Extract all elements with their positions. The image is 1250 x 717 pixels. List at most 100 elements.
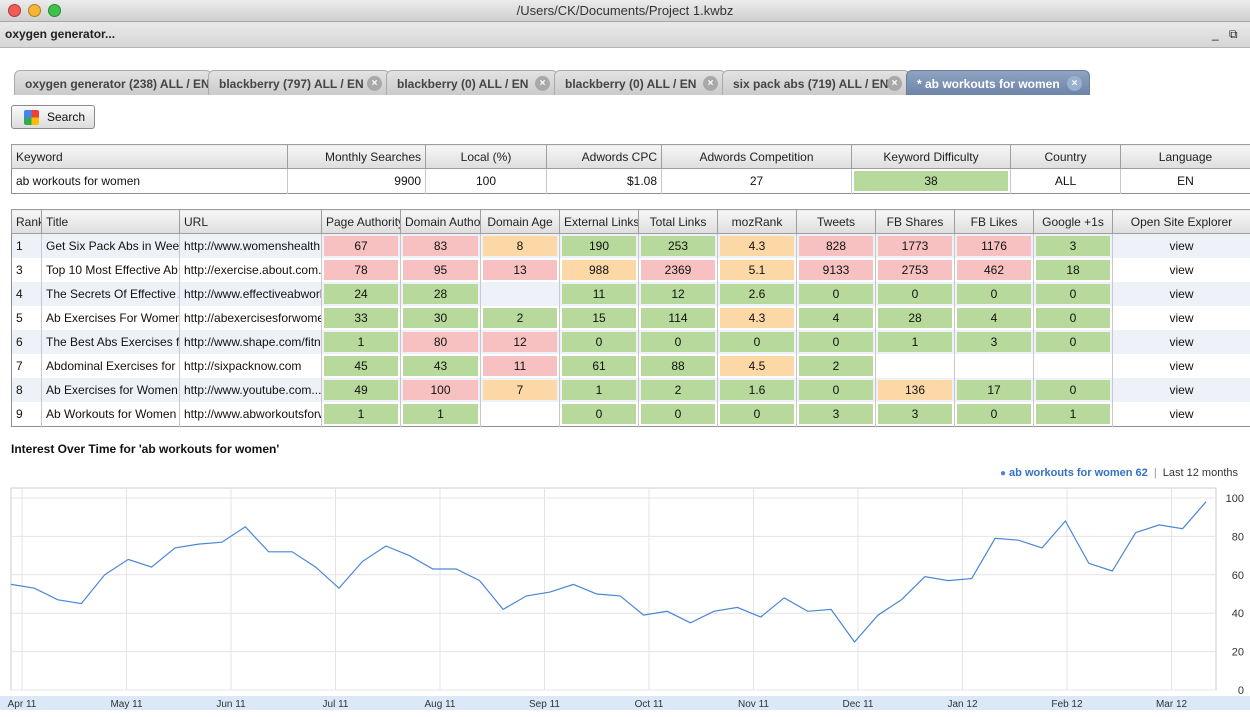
column-header-page-authority[interactable]: Page Authority [321, 209, 401, 234]
tab-label: * ab workouts for women [917, 77, 1060, 91]
search-button[interactable]: Search [11, 105, 95, 129]
plot-area [10, 487, 1217, 691]
metric-cell-page-authority: 67 [324, 236, 398, 256]
column-header-url[interactable]: URL [179, 209, 322, 234]
tab-label: blackberry (0) ALL / EN [397, 77, 529, 91]
metric-cell-total-links: 2369 [641, 260, 715, 280]
rank-cell: 7 [16, 359, 23, 373]
monthly-searches-value: 9900 [394, 174, 421, 188]
tab-6[interactable]: * ab workouts for women × [906, 70, 1090, 95]
table-row[interactable]: 9 Ab Workouts for Women http://www.abworko… [11, 402, 1250, 427]
rank-cell: 1 [16, 239, 23, 253]
column-header-domain-authority[interactable]: Domain Authority [400, 209, 481, 234]
competition-value: 27 [749, 174, 764, 188]
tab-1[interactable]: oxygen generator (238) ALL / EN [14, 70, 212, 95]
metric-cell-google-plus [1036, 356, 1110, 376]
open-site-explorer-link[interactable]: view [1169, 287, 1194, 301]
country-value: ALL [1054, 174, 1077, 188]
metric-cell-domain-age: 7 [483, 380, 557, 400]
metric-cell-fb-likes: 17 [957, 380, 1031, 400]
table-row[interactable]: 1 Get Six Pack Abs in Weeks http://www.wom… [11, 233, 1250, 258]
open-site-explorer-link[interactable]: view [1169, 335, 1194, 349]
column-header-rank[interactable]: Rank [11, 209, 42, 234]
metric-cell-mozrank: 4.3 [720, 236, 794, 256]
table-row[interactable]: 6 The Best Abs Exercises for Women http://… [11, 330, 1250, 354]
metric-cell-mozrank: 4.3 [720, 308, 794, 328]
window-minimize-button[interactable] [28, 4, 41, 17]
column-header-domain-age[interactable]: Domain Age [480, 209, 560, 234]
table-row[interactable]: 5 Ab Exercises For Women http://abexercise… [11, 306, 1250, 330]
metric-cell-domain-authority: 83 [403, 236, 478, 256]
window-zoom-button[interactable] [48, 4, 61, 17]
table-row[interactable]: 8 Ab Exercises for Women http://www.youtub… [11, 378, 1250, 402]
tab-close-icon[interactable]: × [703, 76, 718, 91]
column-header-external-links[interactable]: External Links [559, 209, 639, 234]
open-site-explorer-link[interactable]: view [1169, 359, 1194, 373]
metric-cell-google-plus: 1 [1036, 404, 1110, 424]
column-header-adwords-competition[interactable]: Adwords Competition [661, 144, 852, 169]
metric-cell-external-links: 0 [562, 404, 636, 424]
tab-close-icon[interactable]: × [535, 76, 550, 91]
panel-minimize-icon[interactable]: _ [1212, 27, 1219, 41]
metric-cell-total-links: 0 [641, 404, 715, 424]
metric-cell-page-authority: 24 [324, 284, 398, 304]
tab-4[interactable]: blackberry (0) ALL / EN × [554, 70, 726, 95]
series-line [10, 501, 1207, 643]
window-close-button[interactable] [8, 4, 21, 17]
open-site-explorer-link[interactable]: view [1169, 239, 1194, 253]
open-site-explorer-link[interactable]: view [1169, 383, 1194, 397]
keyword-row[interactable]: ab workouts for women 9900 100 $1.08 27 … [11, 168, 1250, 194]
tab-close-icon[interactable]: × [367, 76, 382, 91]
column-header-total-links[interactable]: Total Links [638, 209, 718, 234]
column-header-fb-likes[interactable]: FB Likes [954, 209, 1034, 234]
column-header-open-site-explorer[interactable]: Open Site Explorer [1112, 209, 1250, 234]
url-cell: http://sixpacknow.com [184, 359, 302, 373]
column-header-tweets[interactable]: Tweets [796, 209, 876, 234]
tab-3[interactable]: blackberry (0) ALL / EN × [386, 70, 558, 95]
column-header-language[interactable]: Language [1120, 144, 1250, 169]
metric-cell-google-plus: 18 [1036, 260, 1110, 280]
keyword-summary-table: Keyword Monthly Searches Local (%) Adwor… [11, 144, 1250, 194]
metric-cell-google-plus: 0 [1036, 308, 1110, 328]
tab-5[interactable]: six pack abs (719) ALL / EN × [722, 70, 910, 95]
column-header-country[interactable]: Country [1010, 144, 1121, 169]
open-site-explorer-link[interactable]: view [1169, 311, 1194, 325]
column-header-adwords-cpc[interactable]: Adwords CPC [546, 144, 662, 169]
column-header-keyword-difficulty[interactable]: Keyword Difficulty [851, 144, 1011, 169]
metric-cell-fb-shares: 1 [878, 332, 952, 352]
tab-2[interactable]: blackberry (797) ALL / EN × [208, 70, 390, 95]
metric-cell-fb-likes: 462 [957, 260, 1031, 280]
column-header-local[interactable]: Local (%) [425, 144, 547, 169]
tab-label: oxygen generator (238) ALL / EN [25, 77, 210, 91]
column-header-fb-shares[interactable]: FB Shares [875, 209, 955, 234]
metric-cell-total-links: 88 [641, 356, 715, 376]
table-row[interactable]: 7 Abdominal Exercises for Women http://six… [11, 354, 1250, 378]
chart-title: Interest Over Time for 'ab workouts for … [11, 442, 280, 456]
column-header-title[interactable]: Title [41, 209, 180, 234]
metric-cell-fb-likes: 1176 [957, 236, 1031, 256]
panel-restore-icon[interactable]: ⧉ [1229, 27, 1238, 41]
column-header-keyword[interactable]: Keyword [11, 144, 288, 169]
metric-cell-external-links: 11 [562, 284, 636, 304]
metric-cell-google-plus: 0 [1036, 380, 1110, 400]
metric-cell-fb-likes [957, 356, 1031, 376]
column-header-mozrank[interactable]: mozRank [717, 209, 797, 234]
open-site-explorer-link[interactable]: view [1169, 263, 1194, 277]
metric-cell-fb-shares: 0 [878, 284, 952, 304]
url-cell: http://www.abworkoutsforwomen... [184, 407, 321, 421]
legend-period-label: Last 12 months [1162, 467, 1238, 479]
table-row[interactable]: 4 The Secrets Of Effective Ab Workouts htt… [11, 282, 1250, 306]
column-header-monthly-searches[interactable]: Monthly Searches [287, 144, 426, 169]
url-cell: http://exercise.about.com... [184, 263, 321, 277]
open-site-explorer-link[interactable]: view [1169, 407, 1194, 421]
table-row[interactable]: 3 Top 10 Most Effective Ab Exercises http:… [11, 258, 1250, 282]
legend-series-label[interactable]: ab workouts for women 62 [1009, 467, 1148, 479]
tab-close-icon[interactable]: × [1067, 76, 1082, 91]
tab-close-icon[interactable]: × [887, 76, 902, 91]
metric-cell-fb-shares: 2753 [878, 260, 952, 280]
url-cell: http://www.shape.com/fitness... [184, 335, 321, 349]
column-header-google-plus[interactable]: Google +1s [1033, 209, 1113, 234]
chart-legend: ● ab workouts for women 62 | Last 12 mon… [1000, 467, 1238, 479]
metric-cell-fb-likes: 0 [957, 404, 1031, 424]
tab-label: six pack abs (719) ALL / EN [733, 77, 889, 91]
